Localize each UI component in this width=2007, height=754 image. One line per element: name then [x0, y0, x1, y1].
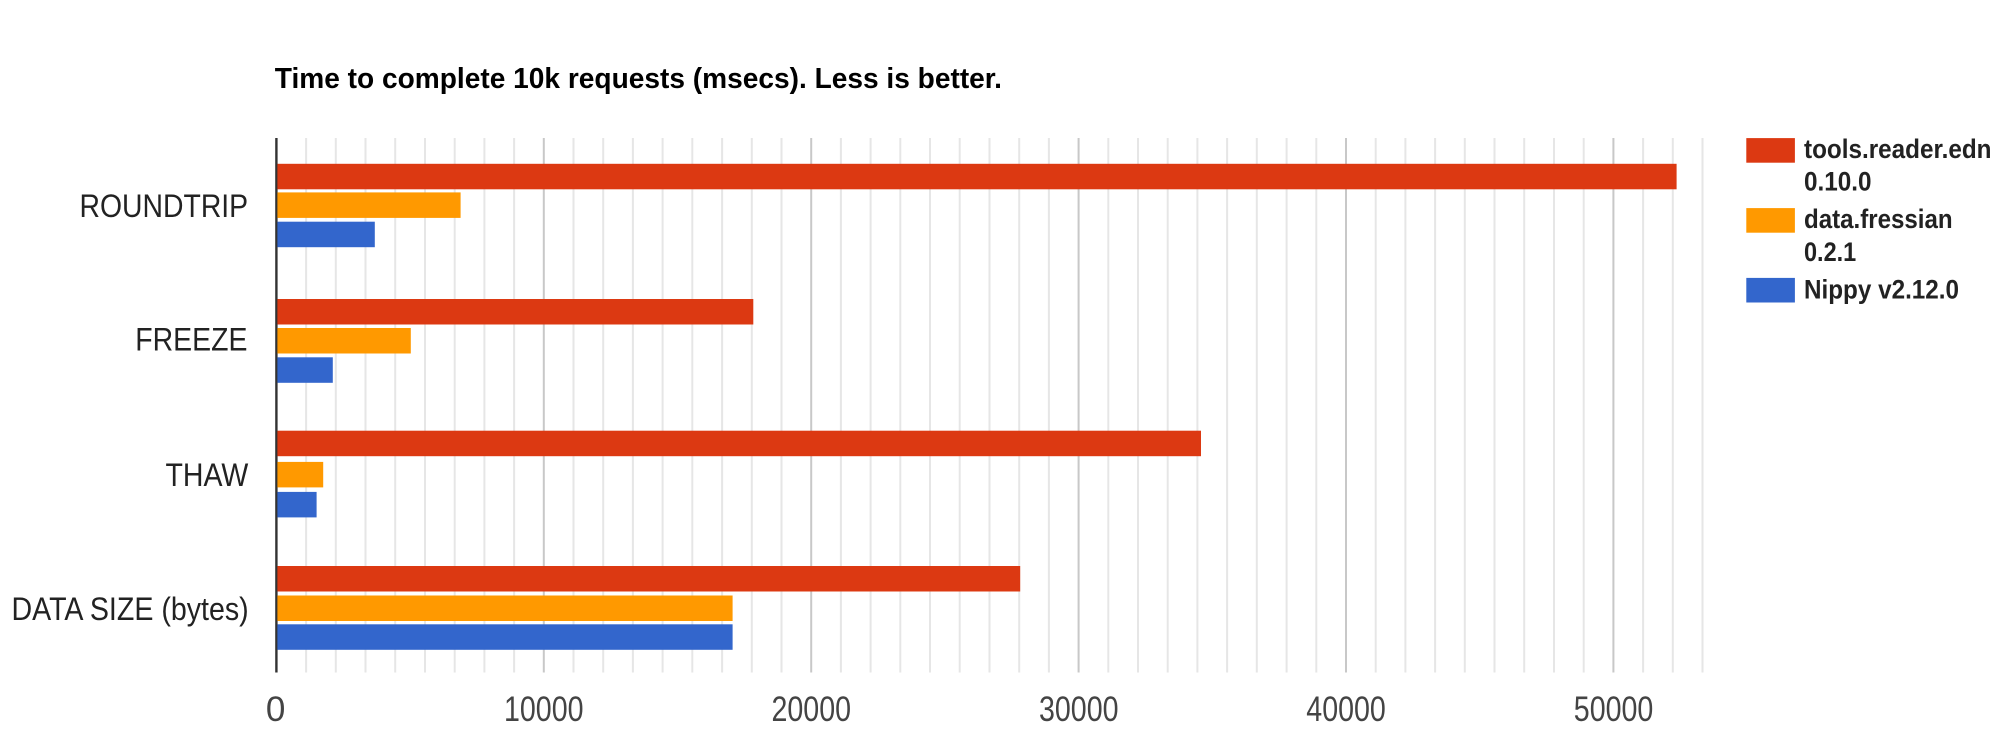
svg-text:Time to complete 10k requests: Time to complete 10k requests (msecs). L… — [275, 63, 1002, 95]
svg-text:Nippy v2.12.0: Nippy v2.12.0 — [1804, 274, 1959, 304]
svg-text:ROUNDTRIP: ROUNDTRIP — [80, 187, 249, 224]
svg-text:tools.reader.edn: tools.reader.edn — [1804, 134, 1992, 164]
svg-text:30000: 30000 — [1039, 690, 1119, 729]
svg-text:50000: 50000 — [1574, 690, 1654, 729]
svg-text:0.2.1: 0.2.1 — [1804, 237, 1856, 267]
svg-text:20000: 20000 — [772, 690, 852, 729]
svg-text:data.fressian: data.fressian — [1804, 204, 1953, 234]
svg-text:FREEZE: FREEZE — [135, 321, 247, 358]
svg-text:DATA SIZE (bytes): DATA SIZE (bytes) — [12, 590, 249, 627]
svg-text:0: 0 — [266, 690, 285, 729]
svg-text:0.10.0: 0.10.0 — [1804, 167, 1872, 197]
svg-text:THAW: THAW — [166, 456, 249, 493]
svg-text:40000: 40000 — [1306, 690, 1386, 729]
svg-text:10000: 10000 — [504, 690, 584, 729]
